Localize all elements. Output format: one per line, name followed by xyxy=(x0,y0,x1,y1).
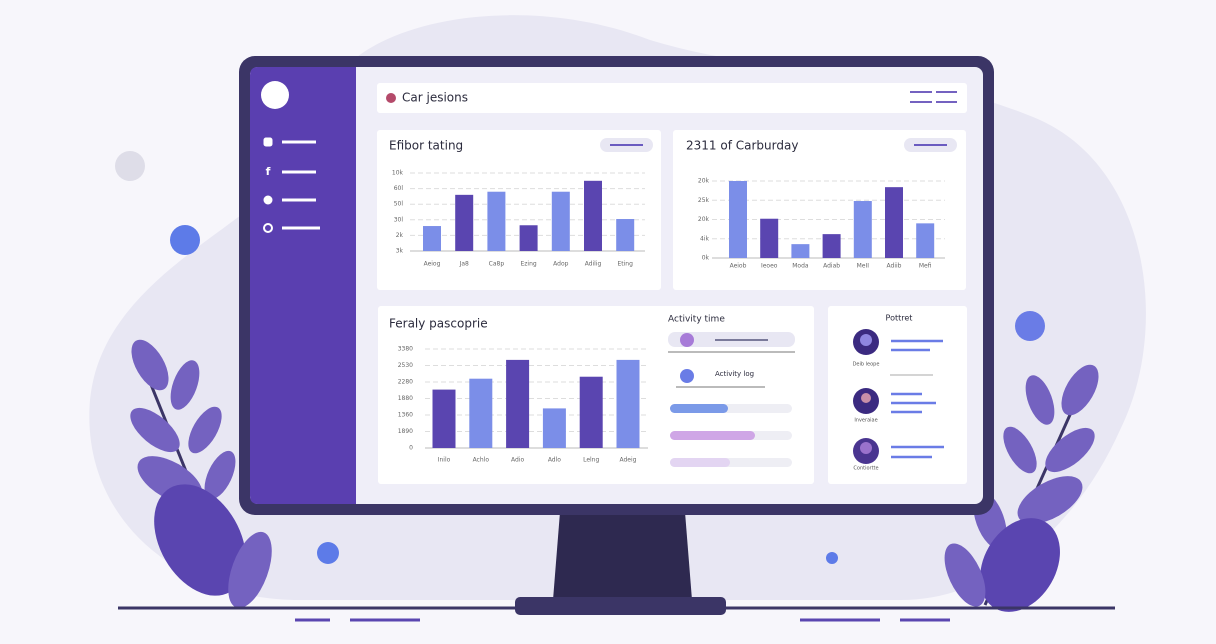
header-title: Car jesions xyxy=(402,91,468,105)
x-tick-label: Achlo xyxy=(473,457,490,464)
bar xyxy=(729,181,747,258)
y-tick-label: 0 xyxy=(409,445,413,452)
bar xyxy=(822,234,841,258)
y-tick-label: 60l xyxy=(394,185,404,192)
plant-right xyxy=(944,364,1099,612)
profile: Deib leope xyxy=(853,329,943,376)
x-tick-label: MeII xyxy=(857,263,870,270)
x-tick-label: Eting xyxy=(617,261,633,268)
bar xyxy=(455,194,474,251)
plant-left xyxy=(130,339,272,609)
x-tick-label: Adiib xyxy=(887,263,902,270)
dot xyxy=(826,552,838,564)
x-tick-label: Mefi xyxy=(919,263,932,270)
activity-dot xyxy=(680,333,694,347)
y-tick-label: 2530 xyxy=(398,362,413,369)
x-tick-label: Adeig xyxy=(620,457,637,464)
bar xyxy=(542,408,566,448)
bar xyxy=(432,389,456,448)
y-tick-label: 2280 xyxy=(398,379,413,386)
x-tick-label: Adiab xyxy=(823,263,840,270)
bar xyxy=(579,376,603,448)
x-tick-label: Ja8 xyxy=(459,261,469,268)
profiles-title: Pottret xyxy=(886,314,913,323)
x-tick-label: Adio xyxy=(511,457,524,464)
bar xyxy=(853,201,872,258)
activity-log: Activity log xyxy=(715,370,754,378)
monitor-stand xyxy=(553,512,692,600)
bar xyxy=(423,226,441,251)
bar xyxy=(885,187,903,258)
bar xyxy=(916,223,935,258)
bar xyxy=(760,218,779,258)
dot xyxy=(1015,311,1045,341)
y-tick-label: 10k xyxy=(392,170,404,177)
y-tick-label: 30l xyxy=(394,216,404,223)
y-tick-label: 50l xyxy=(394,201,404,208)
dot xyxy=(115,151,145,181)
y-tick-label: 1360 xyxy=(398,412,413,419)
logo xyxy=(386,93,396,103)
dot xyxy=(317,542,339,564)
x-tick-label: Ieoeo xyxy=(761,263,778,270)
bar xyxy=(616,359,640,448)
y-tick-label: 3380 xyxy=(398,346,413,353)
avatar xyxy=(261,81,289,109)
chart-title: 2311 of Carburday xyxy=(686,139,798,153)
x-tick-label: Adop xyxy=(553,261,568,268)
bar xyxy=(519,225,538,251)
profile-name: Deib leope xyxy=(853,362,880,368)
bar xyxy=(791,244,810,258)
monitor-base xyxy=(515,597,726,615)
progress-bars xyxy=(670,404,792,467)
dot xyxy=(170,225,200,255)
y-tick-label: 3k xyxy=(396,248,404,255)
y-tick-label: 20k xyxy=(698,216,710,223)
sidebar xyxy=(250,67,356,504)
profile: Inveraiae xyxy=(853,388,936,424)
bar xyxy=(616,219,635,251)
y-tick-label: 1890 xyxy=(398,428,413,435)
y-tick-label: 0k xyxy=(702,255,710,262)
y-tick-label: 20k xyxy=(698,178,710,185)
bar xyxy=(487,191,506,251)
chart-title: Efibor tating xyxy=(389,139,463,153)
sidebar-menu: f xyxy=(263,137,320,233)
profile-name: Inveraiae xyxy=(854,418,877,424)
x-tick-label: Lelng xyxy=(583,457,599,464)
y-tick-label: 1880 xyxy=(398,395,413,402)
activity-dot xyxy=(680,369,694,383)
profile-name: Contiortte xyxy=(853,466,878,472)
bar xyxy=(506,359,530,448)
svg-text:f: f xyxy=(266,165,271,178)
x-tick-label: Aeiog xyxy=(424,261,441,268)
x-tick-label: Moda xyxy=(792,263,809,270)
bar xyxy=(469,378,493,448)
y-tick-label: 25k xyxy=(698,197,710,204)
bar xyxy=(584,180,602,251)
header-menu xyxy=(910,91,957,103)
header-bar xyxy=(377,83,967,113)
x-tick-label: Ezing xyxy=(520,261,536,268)
x-tick-label: Adlo xyxy=(548,457,561,464)
activity-title: Activity time xyxy=(668,315,725,325)
x-tick-label: Aeiob xyxy=(730,263,747,270)
chart-title: Feraly pascoprie xyxy=(389,317,488,331)
bar xyxy=(551,191,570,251)
profile: Contiortte xyxy=(853,438,944,472)
x-tick-label: Inilo xyxy=(438,457,451,464)
x-tick-label: Ca8p xyxy=(489,261,505,268)
x-tick-label: Adilig xyxy=(585,261,602,268)
y-tick-label: 2k xyxy=(396,232,404,239)
y-tick-label: 4ik xyxy=(700,235,709,242)
